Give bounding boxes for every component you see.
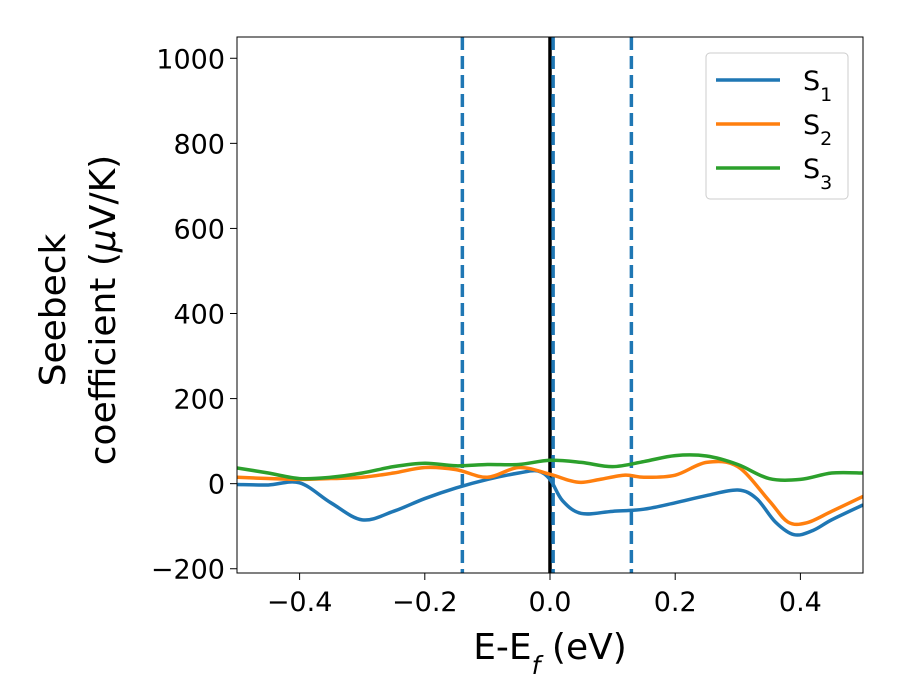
x-tick-label: 0.4 [779, 587, 822, 618]
series-layer [237, 453, 863, 537]
y-axis-label: Seebeck coefficient (μV/K) [33, 155, 124, 465]
x-tick-label: −0.4 [267, 587, 333, 618]
y-tick-label: 800 [173, 129, 225, 160]
series-line-s3 [237, 453, 863, 483]
y-tick-label: 200 [173, 385, 225, 416]
x-axis-label: E-Ef (eV) [473, 627, 627, 680]
series-line-s1 [237, 468, 863, 537]
series-line-s2 [237, 459, 863, 527]
y-tick-label: 400 [173, 300, 225, 331]
y-axis-label-line2: coefficient (μV/K) [83, 155, 124, 465]
x-axis-ticks: −0.4 −0.2 0.0 0.2 0.4 [267, 573, 822, 618]
y-axis-ticks: −200 0 200 400 600 800 1000 [151, 44, 237, 586]
legend-label-s2: S2 [803, 110, 832, 150]
legend-box [705, 52, 849, 200]
x-tick-label: 0.0 [529, 587, 572, 618]
y-axis-label-line1: Seebeck [33, 233, 74, 386]
y-tick-label: 0 [208, 470, 225, 501]
y-tick-label: 1000 [156, 44, 225, 75]
legend-label-s3: S3 [803, 154, 832, 194]
x-tick-label: 0.2 [654, 587, 697, 618]
y-tick-label: −200 [151, 555, 225, 586]
y-tick-label: 600 [173, 214, 225, 245]
x-tick-label: −0.2 [392, 587, 458, 618]
legend-label-s1: S1 [803, 66, 832, 106]
